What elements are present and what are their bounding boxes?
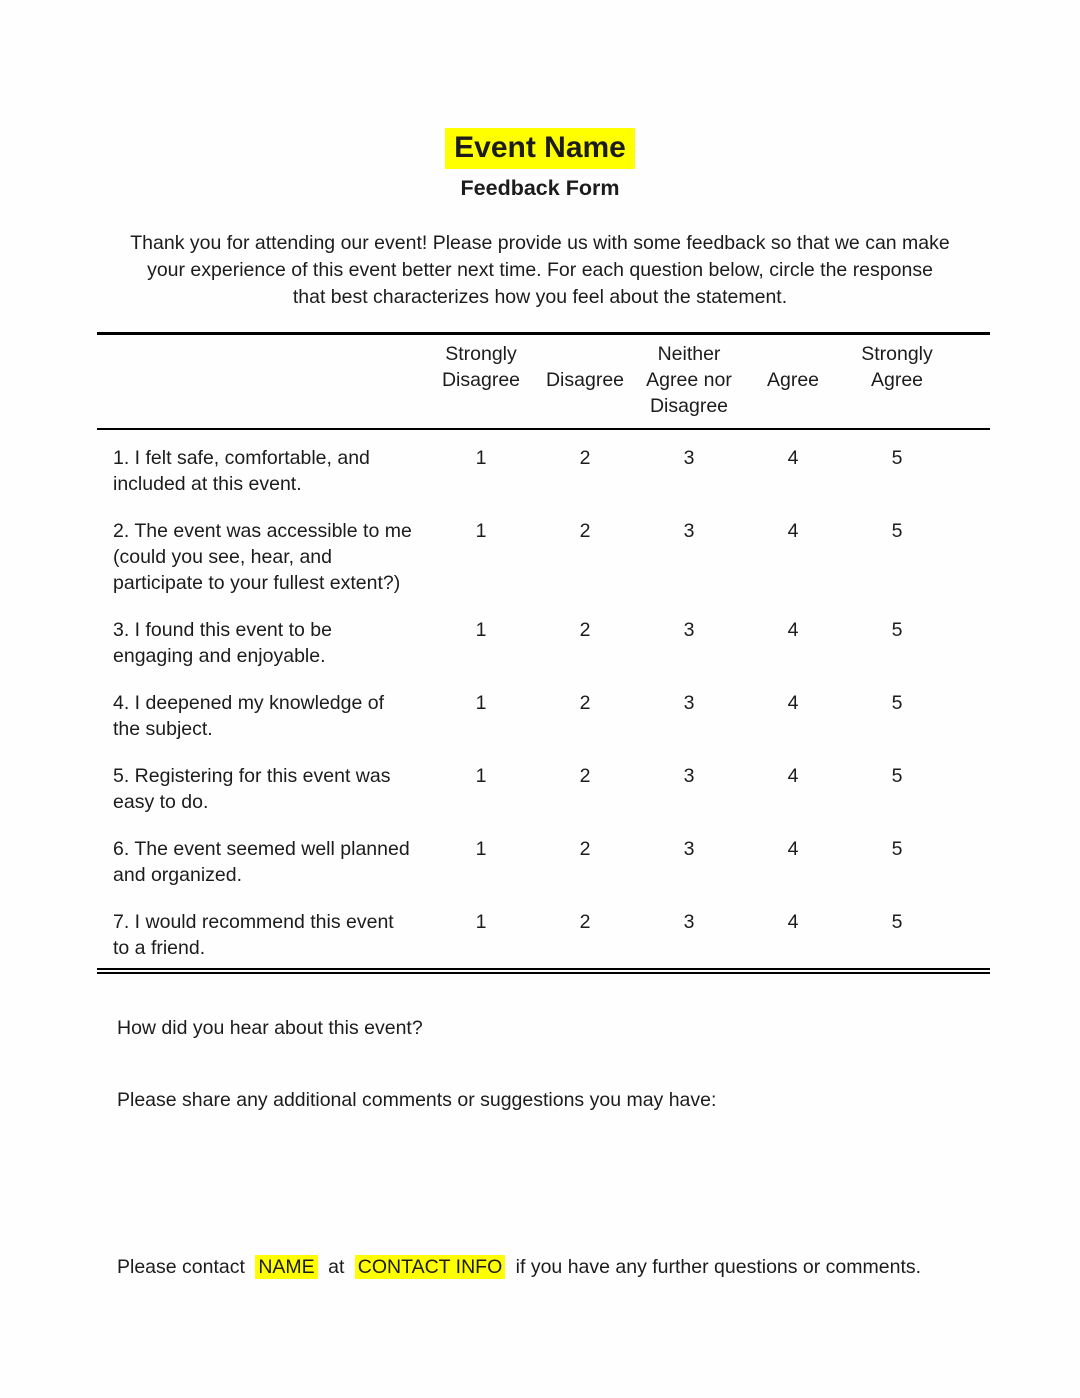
column-header-agree: Agree	[766, 368, 820, 391]
scale-option-5[interactable]: 5	[891, 618, 903, 641]
hear-about-question: How did you hear about this event?	[117, 1016, 423, 1039]
scale-option-1[interactable]: 1	[475, 764, 487, 787]
table-row-question-7: 7. I would recommend this event to a fri…	[97, 909, 990, 961]
scale-option-5[interactable]: 5	[891, 519, 903, 542]
scale-option-3[interactable]: 3	[683, 446, 695, 469]
scale-option-4[interactable]: 4	[787, 691, 799, 714]
scale-option-1[interactable]: 1	[475, 837, 487, 860]
column-header-disagree: Disagree	[545, 368, 625, 391]
intro-line: your experience of this event better nex…	[147, 258, 933, 281]
scale-option-1[interactable]: 1	[475, 618, 487, 641]
table-body: 1. I felt safe, comfortable, and include…	[97, 430, 990, 974]
table-row-question-4: 4. I deepened my knowledge of the subjec…	[97, 690, 990, 742]
footer-section: How did you hear about this event? Pleas…	[117, 1015, 1080, 1281]
scale-option-3[interactable]: 3	[683, 618, 695, 641]
contact-suffix: if you have any further questions or com…	[515, 1255, 922, 1278]
intro-line: Thank you for attending our event! Pleas…	[130, 231, 950, 254]
scale-option-2[interactable]: 2	[579, 691, 591, 714]
table-row-question-5: 5. Registering for this event was easy t…	[97, 763, 990, 815]
scale-option-2[interactable]: 2	[579, 837, 591, 860]
scale-option-2[interactable]: 2	[579, 764, 591, 787]
question-cell: 6. The event seemed well planned and org…	[113, 837, 410, 886]
question-cell: 3. I found this event to be engaging and…	[113, 618, 332, 667]
scale-option-3[interactable]: 3	[683, 764, 695, 787]
question-column-header	[97, 341, 429, 419]
table-row-question-3: 3. I found this event to be engaging and…	[97, 617, 990, 669]
contact-connector: at	[328, 1255, 345, 1278]
scale-option-1[interactable]: 1	[475, 691, 487, 714]
scale-option-4[interactable]: 4	[787, 618, 799, 641]
scale-option-3[interactable]: 3	[683, 837, 695, 860]
scale-option-4[interactable]: 4	[787, 446, 799, 469]
scale-option-1[interactable]: 1	[475, 519, 487, 542]
scale-option-5[interactable]: 5	[891, 837, 903, 860]
scale-option-4[interactable]: 4	[787, 764, 799, 787]
contact-line: Please contact NAME at CONTACT INFO if y…	[117, 1254, 1080, 1281]
scale-option-5[interactable]: 5	[891, 764, 903, 787]
likert-table: Strongly Disagree Disagree Neither Agree…	[97, 331, 990, 974]
scale-option-3[interactable]: 3	[683, 519, 695, 542]
contact-prefix: Please contact	[117, 1255, 245, 1278]
scale-option-4[interactable]: 4	[787, 837, 799, 860]
event-name-title: Event Name	[445, 128, 635, 169]
table-row-question-6: 6. The event seemed well planned and org…	[97, 836, 990, 888]
scale-option-1[interactable]: 1	[475, 910, 487, 933]
scale-option-2[interactable]: 2	[579, 446, 591, 469]
contact-name-placeholder: NAME	[255, 1254, 318, 1279]
scale-option-4[interactable]: 4	[787, 519, 799, 542]
form-subtitle: Feedback Form	[460, 175, 620, 200]
scale-option-5[interactable]: 5	[891, 446, 903, 469]
question-cell: 7. I would recommend this event to a fri…	[113, 910, 394, 959]
scale-option-5[interactable]: 5	[891, 691, 903, 714]
scale-option-2[interactable]: 2	[579, 910, 591, 933]
question-cell: 1. I felt safe, comfortable, and include…	[113, 446, 370, 495]
scale-option-3[interactable]: 3	[683, 691, 695, 714]
scale-option-1[interactable]: 1	[475, 446, 487, 469]
question-cell: 5. Registering for this event was easy t…	[113, 764, 391, 813]
intro-paragraph: Thank you for attending our event! Pleas…	[0, 230, 1080, 311]
scale-option-4[interactable]: 4	[787, 910, 799, 933]
column-header-strongly-disagree: Strongly Disagree	[441, 342, 521, 391]
scale-option-2[interactable]: 2	[579, 618, 591, 641]
table-row-question-1: 1. I felt safe, comfortable, and include…	[97, 445, 990, 497]
comments-prompt: Please share any additional comments or …	[117, 1088, 717, 1111]
scale-option-2[interactable]: 2	[579, 519, 591, 542]
column-header-neither: Neither Agree nor Disagree	[646, 342, 732, 417]
scale-option-5[interactable]: 5	[891, 910, 903, 933]
table-row-question-2: 2. The event was accessible to me (could…	[97, 518, 990, 596]
question-cell: 4. I deepened my knowledge of the subjec…	[113, 691, 385, 740]
question-cell: 2. The event was accessible to me (could…	[113, 519, 412, 594]
title-block: Event Name	[0, 0, 1080, 169]
column-header-strongly-agree: Strongly Agree	[861, 342, 933, 391]
scale-option-3[interactable]: 3	[683, 910, 695, 933]
intro-line: that best characterizes how you feel abo…	[292, 285, 788, 308]
table-header-row: Strongly Disagree Disagree Neither Agree…	[97, 335, 990, 430]
contact-info-placeholder: CONTACT INFO	[354, 1254, 506, 1279]
